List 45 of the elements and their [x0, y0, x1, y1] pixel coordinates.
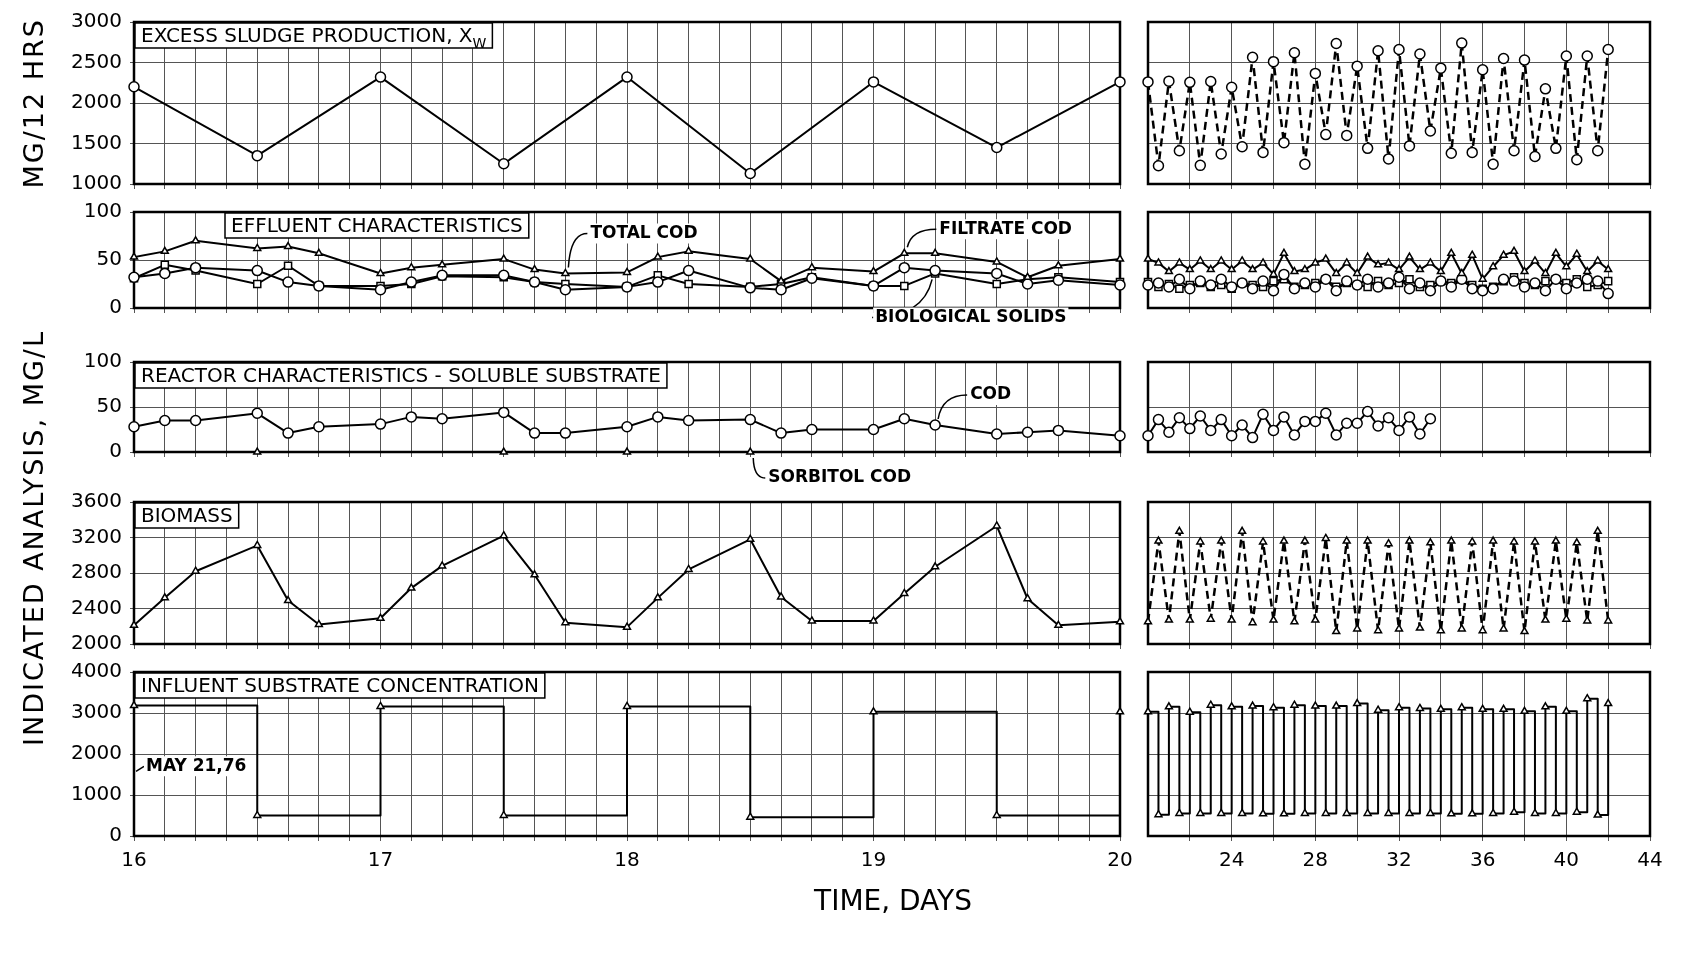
- y-tick-label: 3200: [71, 523, 122, 548]
- y-tick-label: 0: [109, 822, 122, 847]
- y-tick-label: 2000: [71, 89, 122, 114]
- y-tick-label: 2400: [71, 594, 122, 619]
- x-tick-label: 16: [121, 847, 147, 872]
- chart-title: EFFLUENT CHARACTERISTICS: [231, 213, 523, 237]
- y-tick-label: 2000: [71, 740, 122, 765]
- annotation: FILTRATE COD: [939, 217, 1072, 238]
- y-tick-label: 1000: [71, 170, 122, 195]
- annotation: MAY 21,76: [146, 754, 247, 775]
- y-tick-label: 1000: [71, 781, 122, 806]
- y-tick-label: 100: [83, 348, 122, 373]
- y-tick-label: 3000: [71, 8, 122, 33]
- x-tick-label: 24: [1218, 847, 1245, 872]
- annotation: COD: [970, 383, 1012, 404]
- x-tick-label: 19: [860, 847, 887, 872]
- y-tick-label: 50: [96, 246, 122, 271]
- x-tick-label: 17: [367, 847, 394, 872]
- annotation: BIOLOGICAL SOLIDS: [875, 305, 1067, 326]
- x-tick-label: 20: [1107, 847, 1133, 872]
- x-tick-label: 18: [614, 847, 640, 872]
- y-tick-label: 2800: [71, 559, 122, 584]
- annotation: TOTAL COD: [590, 221, 698, 242]
- y-tick-label: 3000: [71, 699, 122, 724]
- x-tick-label: 32: [1386, 847, 1412, 872]
- y-tick-label: 2500: [71, 48, 122, 73]
- annotation: SORBITOL COD: [768, 466, 912, 487]
- x-tick-label: 36: [1469, 847, 1496, 872]
- y-axis-title: MG/12 HRS: [17, 17, 49, 189]
- y-axis-title: INDICATED ANALYSIS, MG/L: [17, 330, 49, 746]
- x-tick-label: 40: [1553, 847, 1580, 872]
- chart-title: INFLUENT SUBSTRATE CONCENTRATION: [141, 673, 539, 697]
- y-tick-label: 100: [83, 198, 122, 223]
- y-tick-label: 2000: [71, 630, 122, 655]
- y-tick-label: 3600: [71, 488, 122, 513]
- chart-title: BIOMASS: [141, 503, 233, 527]
- x-tick-label: 28: [1302, 847, 1329, 872]
- y-tick-label: 4000: [71, 658, 122, 683]
- chart-title: REACTOR CHARACTERISTICS - SOLUBLE SUBSTRATE: [141, 363, 661, 387]
- y-tick-label: 1500: [71, 129, 122, 154]
- x-axis-title: TIME, DAYS: [813, 883, 973, 917]
- x-tick-label: 44: [1637, 847, 1663, 872]
- y-tick-label: 0: [109, 294, 122, 319]
- y-tick-label: 0: [109, 438, 122, 463]
- y-tick-label: 50: [96, 393, 122, 418]
